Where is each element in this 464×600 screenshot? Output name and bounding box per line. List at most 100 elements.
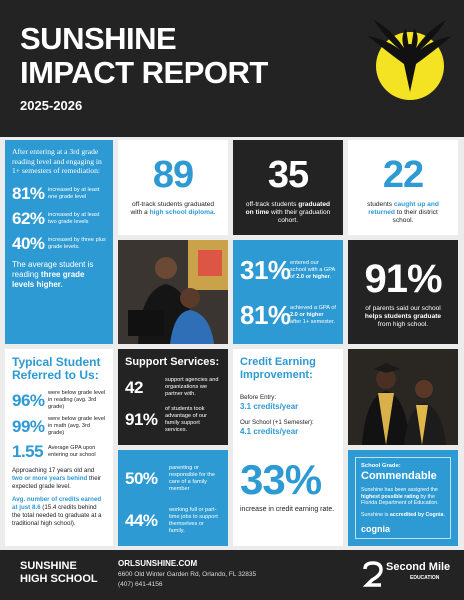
credits-note: Avg. number of credits earned at just 8.… bbox=[12, 496, 106, 527]
summary: The average student is reading three gra… bbox=[12, 260, 106, 290]
text: of parents said our school bbox=[365, 305, 441, 312]
highlight: 2.0 or higher bbox=[290, 312, 324, 318]
highlight: helps students graduate bbox=[364, 313, 442, 320]
big-number: 35 bbox=[267, 154, 309, 196]
photo-stole bbox=[416, 405, 428, 445]
title-line: SUNSHINE bbox=[20, 21, 177, 56]
logo-head bbox=[404, 44, 416, 56]
stat: 1.55 Average GPA upon entering our school bbox=[12, 442, 106, 462]
photo bbox=[348, 349, 458, 445]
big-number: 22 bbox=[382, 154, 424, 196]
highlight: two or more years behind bbox=[12, 474, 88, 482]
panel-title: Support Services: bbox=[125, 356, 220, 368]
stat-label: entered our school with a GPA of 2.0 or … bbox=[290, 260, 336, 281]
photo-cap bbox=[374, 363, 400, 373]
highlight: high school diploma. bbox=[149, 209, 216, 216]
caption: of parents said our school helps student… bbox=[355, 305, 451, 329]
logo bbox=[368, 20, 452, 100]
highlight: accredited by Cognia bbox=[389, 511, 444, 518]
gpa-panel: 31% entered our school with a GPA of 2.0 … bbox=[233, 240, 343, 344]
stat: 81% increased by at least one grade level bbox=[12, 184, 106, 204]
text: by the Florida Department of Education. bbox=[361, 493, 439, 507]
title: SUNSHINE IMPACT REPORT bbox=[20, 22, 268, 90]
text: Sunshine is bbox=[361, 511, 390, 518]
highlight: highest possible rating bbox=[361, 493, 419, 500]
brand-icon-path bbox=[362, 561, 383, 587]
grade-frame: School Grade: Commendable Sunshine has b… bbox=[355, 457, 451, 539]
footer-brand: Second Mile bbox=[386, 561, 451, 573]
big-number: 33% bbox=[240, 455, 322, 503]
stat-label: were below grade level in reading (avg. … bbox=[48, 390, 106, 410]
stat: 81% achieved a GPA of 2.0 or higher after… bbox=[240, 300, 336, 331]
caption: students caught up and returned to their… bbox=[355, 201, 451, 225]
highlight: caught up and returned bbox=[368, 201, 439, 216]
stat: 42 support agencies and organizations we … bbox=[125, 377, 221, 398]
photo-person bbox=[180, 288, 200, 308]
text: from high school. bbox=[377, 321, 429, 328]
caption: off-track students graduated with a high… bbox=[125, 201, 221, 217]
highlight: Avg. number of credits earned at just 8.… bbox=[12, 496, 102, 512]
text: off-track students bbox=[245, 201, 299, 208]
stat-label: achieved a GPA of 2.0 or higher after 1+… bbox=[290, 305, 336, 326]
stat: 31% entered our school with a GPA of 2.0 … bbox=[240, 255, 336, 286]
stat-value: 81% bbox=[240, 300, 291, 330]
stat-label: were below grade level in math (avg. 3rd… bbox=[48, 416, 106, 436]
big-number: 91% bbox=[364, 257, 442, 301]
text: to their district school. bbox=[392, 209, 438, 224]
photo-person bbox=[415, 380, 433, 398]
panel-title: Typical Student Referred to Us: bbox=[12, 355, 101, 382]
stat-value: 99% bbox=[12, 416, 45, 436]
returned-panel: 22 students caught up and returned to th… bbox=[348, 140, 458, 235]
stat: 40% increased by three plus grade levels. bbox=[12, 234, 106, 254]
family-panel: 50% parenting or responsible for the care… bbox=[118, 450, 228, 546]
stat: 50% parenting or responsible for the care… bbox=[125, 465, 221, 493]
stat-value: 81% bbox=[12, 183, 45, 203]
after-value: 4.1 credits/year bbox=[240, 426, 299, 436]
text: off-track students graduated with a bbox=[130, 201, 214, 216]
grade-text: Sunshine has been assigned the highest p… bbox=[361, 487, 445, 507]
text: achieved a GPA of bbox=[290, 305, 336, 311]
graduated-panel: 89 off-track students graduated with a h… bbox=[118, 140, 228, 235]
grade-label: School Grade: bbox=[361, 463, 401, 469]
stat: 62% increased by at least two grade level… bbox=[12, 209, 106, 229]
intro: After entering at a 3rd grade reading le… bbox=[12, 147, 102, 175]
caption: increase in credit earning rate. bbox=[240, 505, 335, 513]
stat-value: 31% bbox=[240, 255, 291, 285]
stat-value: 96% bbox=[12, 390, 45, 410]
stat: 44% working full or part-time jobs to sup… bbox=[125, 507, 221, 535]
text: entered our school with a GPA of bbox=[290, 260, 335, 280]
photo-monitor bbox=[128, 310, 164, 336]
typical-panel: Typical Student Referred to Us: 96% were … bbox=[5, 349, 113, 546]
highlight: three grade levels higher. bbox=[12, 269, 85, 289]
stat-label: increased by at least two grade levels bbox=[48, 211, 100, 225]
stat: 96% were below grade level in reading (av… bbox=[12, 390, 106, 411]
text: The average student is reading bbox=[12, 259, 94, 279]
footer-address: 6600 Old Winter Garden Rd, Orlando, FL 3… bbox=[118, 571, 257, 578]
photo-person bbox=[155, 257, 177, 279]
before-value: 3.1 credits/year bbox=[240, 401, 299, 411]
grade-value: Commendable bbox=[361, 470, 437, 482]
stat-label: increased by three plus grade levels. bbox=[48, 236, 106, 250]
photo-poster bbox=[198, 250, 222, 276]
text: students bbox=[367, 201, 394, 208]
before-label: Before Entry: bbox=[240, 394, 277, 401]
text: . bbox=[329, 274, 332, 280]
stat-label: of students took advantage of our family… bbox=[165, 406, 207, 433]
stat-value: 44% bbox=[125, 511, 158, 530]
footer-phone: (407) 641-4156 bbox=[118, 581, 163, 588]
years: 2025-2026 bbox=[20, 98, 83, 113]
text: Approaching 17 years old and bbox=[12, 467, 95, 474]
text: . bbox=[443, 511, 445, 518]
stat-value: 40% bbox=[12, 233, 45, 253]
photo bbox=[118, 240, 228, 344]
photo-stole bbox=[378, 393, 394, 445]
stat-label: increased by at least one grade level bbox=[48, 186, 100, 200]
footer-website: ORLSUNSHINE.COM bbox=[118, 559, 198, 568]
header: SUNSHINE IMPACT REPORT 2025-2026 bbox=[0, 0, 464, 137]
support-panel: Support Services: 42 support agencies and… bbox=[118, 349, 228, 445]
text: Sunshine has been assigned the bbox=[361, 487, 438, 493]
stat-value: 1.55 bbox=[12, 442, 44, 461]
stat-label: Average GPA upon entering our school bbox=[48, 445, 96, 458]
age-note: Approaching 17 years old and two or more… bbox=[12, 467, 106, 490]
highlight: 2.0 or higher bbox=[296, 274, 330, 280]
